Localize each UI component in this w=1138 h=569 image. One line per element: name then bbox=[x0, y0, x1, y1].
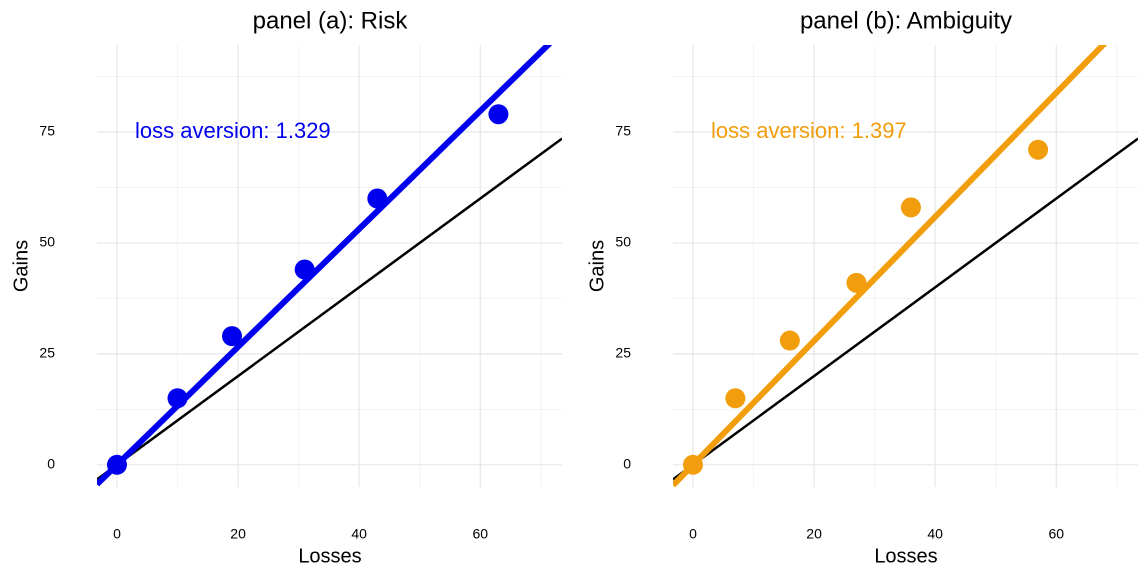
point bbox=[779, 330, 800, 351]
chart-title: panel (b): Ambiguity bbox=[800, 7, 1012, 34]
reference-line bbox=[97, 137, 562, 481]
point bbox=[167, 388, 188, 409]
panel: 0 20 40 60 0 25 50 75 loss aversion: 1.329 panel … bbox=[10, 7, 562, 567]
x-axis-label: Losses bbox=[874, 545, 937, 567]
point bbox=[488, 104, 509, 125]
y-axis-label: Gains bbox=[10, 240, 32, 292]
lines bbox=[97, 45, 562, 487]
point bbox=[1028, 139, 1049, 160]
x-tick-label: 20 bbox=[806, 526, 822, 542]
point bbox=[222, 326, 243, 347]
point bbox=[294, 259, 315, 280]
annotation: loss aversion: 1.397 bbox=[711, 118, 907, 143]
x-axis-label: Losses bbox=[298, 545, 361, 567]
x-tick-label: 60 bbox=[472, 526, 488, 542]
y-tick-label: 0 bbox=[47, 456, 55, 472]
x-tick-label: 0 bbox=[689, 526, 697, 542]
point bbox=[846, 272, 867, 293]
x-tick-label: 60 bbox=[1048, 526, 1064, 542]
point bbox=[725, 388, 746, 409]
point bbox=[106, 454, 127, 475]
fit-line bbox=[673, 45, 1108, 487]
point bbox=[682, 454, 703, 475]
point bbox=[900, 197, 921, 218]
x-tick-label: 40 bbox=[351, 526, 367, 542]
y-tick-label: 75 bbox=[39, 123, 55, 139]
point bbox=[367, 188, 388, 209]
lines bbox=[673, 45, 1138, 487]
panel: 0 20 40 60 0 25 50 75 loss aversion: 1.397 panel … bbox=[586, 7, 1138, 567]
y-tick-label: 25 bbox=[615, 345, 631, 361]
annotation: loss aversion: 1.329 bbox=[135, 118, 331, 143]
chart-title: panel (a): Risk bbox=[253, 7, 409, 34]
reference-line bbox=[673, 137, 1138, 481]
fit-line bbox=[97, 45, 553, 487]
x-tick-label: 0 bbox=[113, 526, 121, 542]
y-tick-label: 50 bbox=[39, 234, 55, 250]
y-tick-label: 25 bbox=[39, 345, 55, 361]
y-axis-label: Gains bbox=[586, 240, 608, 292]
x-tick-label: 20 bbox=[230, 526, 246, 542]
x-tick-label: 40 bbox=[927, 526, 943, 542]
y-tick-label: 50 bbox=[615, 234, 631, 250]
y-tick-label: 0 bbox=[623, 456, 631, 472]
y-tick-label: 75 bbox=[615, 123, 631, 139]
